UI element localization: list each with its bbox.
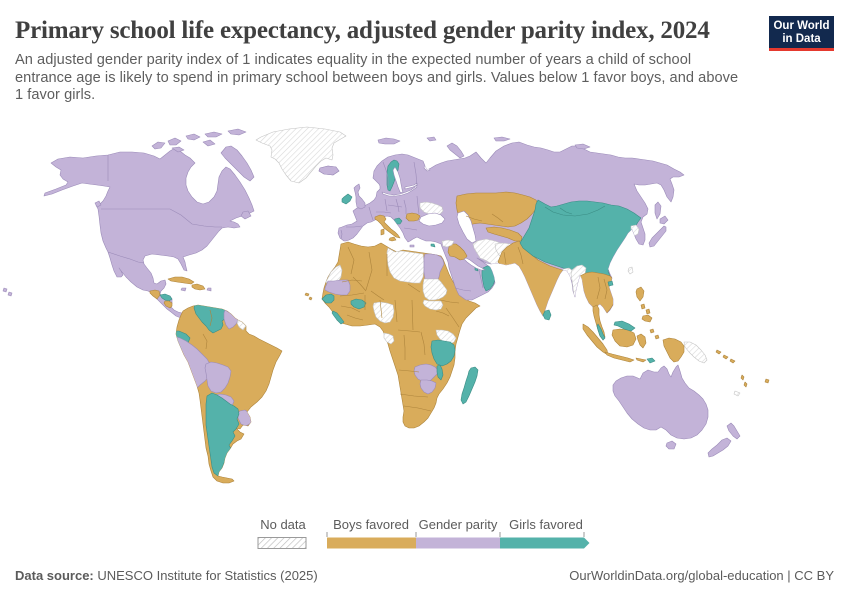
svg-text:Boys favored: Boys favored <box>333 517 409 532</box>
svg-text:Girls favored: Girls favored <box>509 517 583 532</box>
svg-text:Gender parity: Gender parity <box>419 517 498 532</box>
svg-text:No data: No data <box>260 517 306 532</box>
